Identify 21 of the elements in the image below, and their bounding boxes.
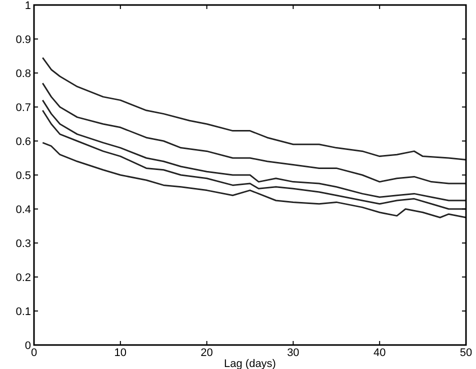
y-tick-label: 0.1 [16, 306, 31, 318]
y-tick-label: 0.5 [16, 170, 31, 182]
y-tick-label: 0.9 [16, 34, 31, 46]
x-tick-label: 10 [114, 347, 127, 359]
y-tick-label: 0.4 [16, 204, 31, 216]
x-axis-title: Lag (days) [224, 358, 276, 369]
x-tick-label: 30 [287, 347, 300, 359]
y-tick-label: 0.7 [16, 102, 31, 114]
y-tick-label: 0.2 [16, 272, 31, 284]
y-tick-label: 0.6 [16, 136, 31, 148]
x-tick-label: 20 [200, 347, 213, 359]
y-tick-label: 0.3 [16, 238, 31, 250]
line-series [42, 99, 467, 202]
line-series [42, 56, 467, 160]
line-series [42, 110, 467, 210]
line-series [42, 82, 467, 184]
y-tick-label: 1 [24, 0, 31, 12]
y-tick-label: 0.8 [16, 68, 31, 80]
line-series [42, 142, 467, 218]
x-tick-label: 50 [460, 347, 472, 359]
x-tick-label: 40 [373, 347, 386, 359]
